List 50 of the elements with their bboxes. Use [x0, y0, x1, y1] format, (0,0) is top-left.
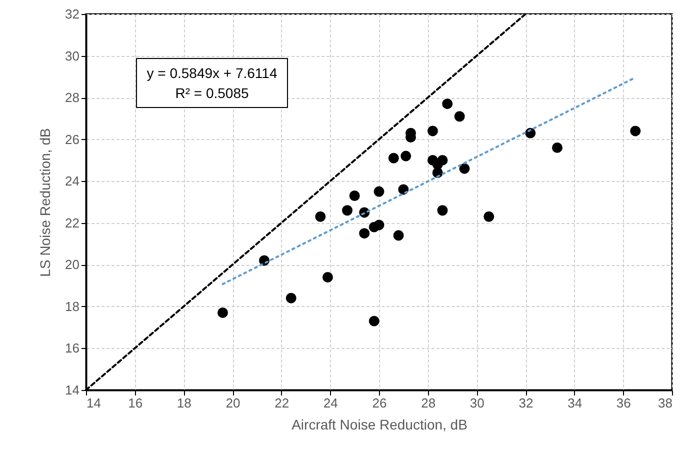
point [359, 228, 370, 239]
annotation: R² = 0.5085 [174, 84, 250, 103]
y-tick-label: 30 [65, 48, 80, 64]
point [484, 211, 494, 222]
x-tick-label: 28 [421, 396, 436, 410]
point [368, 316, 380, 326]
y-tick-label: 24 [65, 174, 80, 189]
point [400, 150, 412, 162]
point [459, 163, 470, 174]
point [374, 220, 384, 230]
point [454, 111, 465, 122]
y-tick-label: 32 [65, 6, 80, 22]
x-tick-label: 36 [616, 396, 631, 410]
x-tick-label: 38 [658, 396, 672, 410]
y-tick-label: 16 [65, 340, 80, 356]
y-axis-title: LS Noise Reduction, dB [37, 128, 54, 277]
point [322, 272, 333, 282]
point [315, 211, 326, 222]
point [342, 205, 352, 216]
point [393, 230, 404, 241]
x-tick-label: 14 [86, 396, 101, 410]
y-tick-label: 20 [65, 257, 80, 272]
x-axis-title: Aircraft Noise Reduction, dB [292, 416, 468, 432]
x-tick-label: 26 [372, 396, 387, 410]
y-tick-label: 28 [65, 90, 80, 106]
point [630, 126, 641, 136]
point [437, 205, 448, 216]
point [286, 292, 296, 304]
point [427, 126, 438, 136]
x-tick-label: 24 [323, 396, 338, 410]
x-tick-label: 16 [128, 396, 143, 410]
x-tick-label: 32 [518, 396, 534, 410]
y-tick-label: 14 [65, 382, 80, 398]
point [349, 190, 360, 201]
point [442, 98, 453, 110]
x-tick-label: 22 [274, 396, 290, 410]
x-tick-label: 18 [176, 396, 192, 410]
point [217, 307, 228, 318]
annotation: y = 0.5849x + 7.6114 [146, 64, 278, 83]
x-tick-label: 30 [470, 396, 484, 410]
point [374, 186, 384, 197]
point [552, 142, 562, 153]
x-tick-label: 20 [226, 396, 240, 410]
point [388, 152, 399, 164]
text-box: y = 0.5849x + 7.6114 R² = 0.5085 [136, 58, 288, 108]
point [437, 154, 448, 166]
y-tick-label: 18 [65, 298, 80, 314]
x-tick-label: 34 [568, 396, 582, 410]
y-tick-label: 22 [65, 215, 80, 230]
y-tick-label: 26 [65, 132, 80, 147]
